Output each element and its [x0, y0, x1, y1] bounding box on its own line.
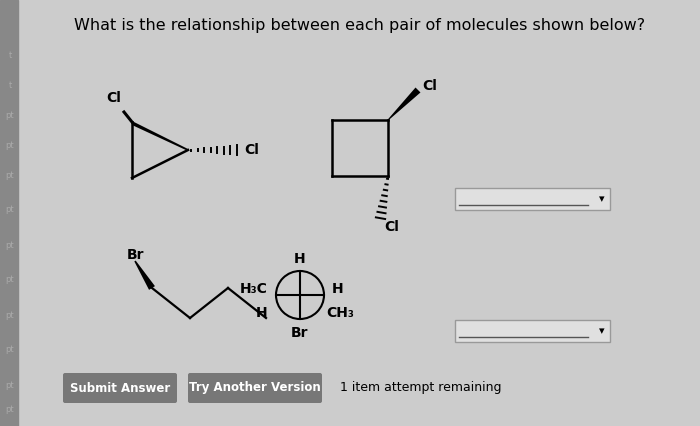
Text: pt: pt	[6, 380, 14, 389]
Text: Cl: Cl	[384, 220, 399, 234]
Text: Submit Answer: Submit Answer	[70, 382, 170, 394]
Text: pt: pt	[6, 311, 14, 320]
Text: Cl: Cl	[422, 79, 437, 93]
Polygon shape	[132, 121, 188, 151]
Polygon shape	[388, 87, 421, 121]
Text: Br: Br	[126, 248, 144, 262]
Text: pt: pt	[6, 241, 14, 250]
FancyBboxPatch shape	[188, 373, 322, 403]
Text: Cl: Cl	[244, 143, 259, 157]
Text: H: H	[294, 252, 306, 266]
FancyBboxPatch shape	[455, 188, 610, 210]
Text: pt: pt	[6, 110, 14, 120]
Text: 1 item attempt remaining: 1 item attempt remaining	[340, 382, 501, 394]
Text: t: t	[8, 51, 12, 60]
Polygon shape	[134, 261, 155, 290]
Bar	[0, 0, 18, 426]
Text: pt: pt	[6, 276, 14, 285]
Text: Br: Br	[291, 326, 309, 340]
Text: pt: pt	[6, 141, 14, 150]
Text: t: t	[8, 81, 12, 89]
FancyBboxPatch shape	[63, 373, 177, 403]
FancyBboxPatch shape	[455, 320, 610, 342]
Text: H: H	[256, 306, 268, 320]
Text: CH₃: CH₃	[326, 306, 354, 320]
Text: pt: pt	[6, 170, 14, 179]
Text: What is the relationship between each pair of molecules shown below?: What is the relationship between each pa…	[74, 18, 645, 33]
Text: Try Another Version: Try Another Version	[189, 382, 321, 394]
Text: ▾: ▾	[599, 326, 605, 336]
Text: pt: pt	[6, 406, 14, 414]
Text: H₃C: H₃C	[240, 282, 268, 296]
Text: pt: pt	[6, 345, 14, 354]
Text: H: H	[332, 282, 344, 296]
Text: ▾: ▾	[599, 194, 605, 204]
Text: pt: pt	[6, 205, 14, 215]
Text: Cl: Cl	[106, 91, 121, 105]
